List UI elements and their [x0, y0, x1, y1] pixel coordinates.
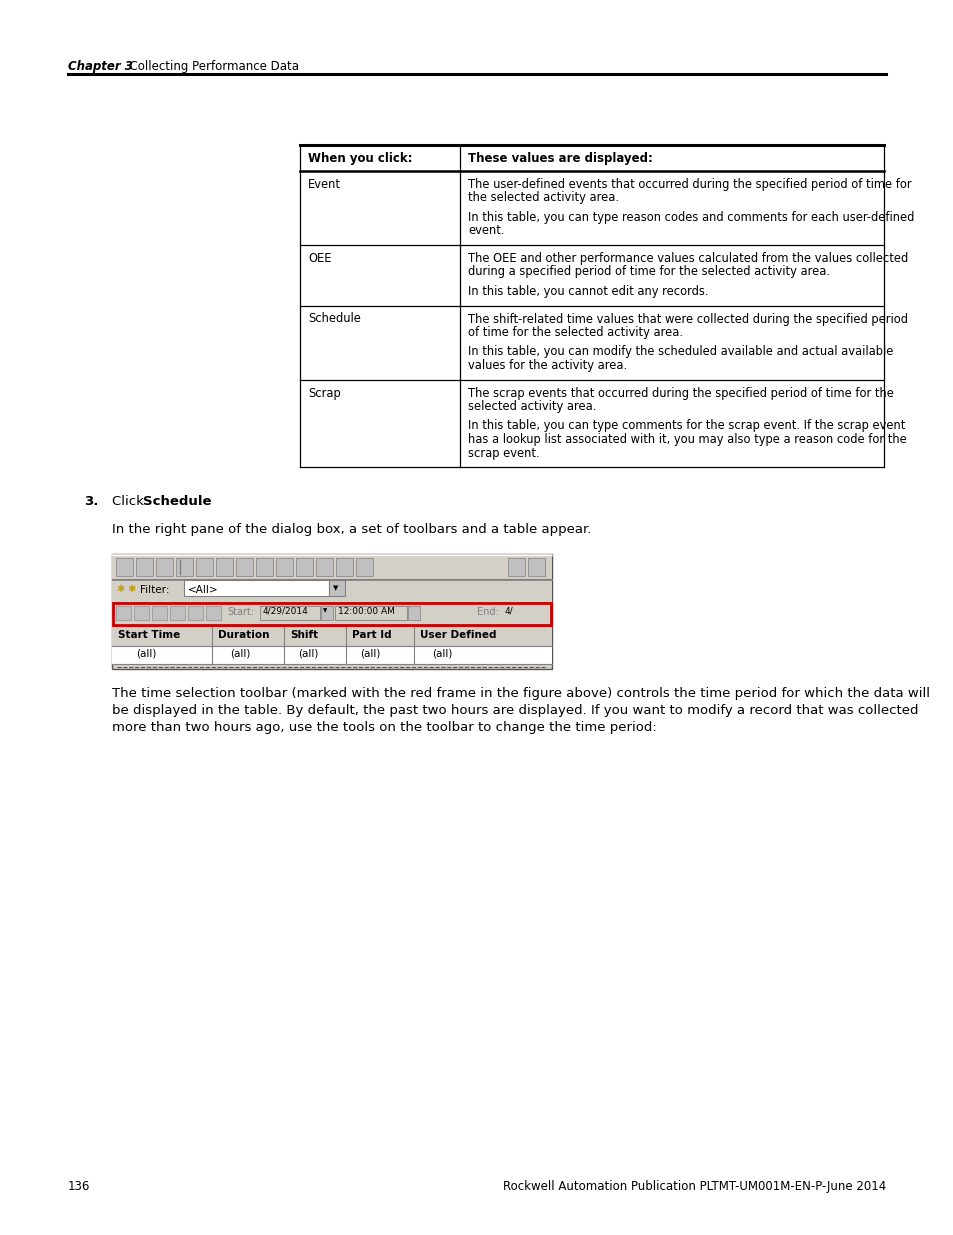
Bar — [112, 555, 552, 669]
Bar — [156, 558, 172, 576]
Text: 12:00:00 AM: 12:00:00 AM — [337, 606, 395, 616]
Text: <All>: <All> — [188, 585, 218, 595]
Text: In this table, you can type reason codes and comments for each user-defined: In this table, you can type reason codes… — [468, 211, 913, 224]
Bar — [112, 580, 552, 601]
Text: Filter:: Filter: — [140, 585, 170, 595]
Text: selected activity area.: selected activity area. — [468, 400, 596, 412]
Bar — [408, 606, 419, 620]
Bar — [355, 558, 373, 576]
Text: .: . — [199, 495, 203, 508]
Text: When you click:: When you click: — [308, 152, 412, 165]
Text: ▼: ▼ — [333, 585, 338, 592]
Text: more than two hours ago, use the tools on the toolbar to change the time period:: more than two hours ago, use the tools o… — [112, 721, 656, 734]
Bar — [507, 558, 524, 576]
Bar — [112, 646, 552, 664]
Text: Rockwell Automation Publication PLTMT-UM001M-EN-P-June 2014: Rockwell Automation Publication PLTMT-UM… — [502, 1179, 885, 1193]
Bar — [112, 601, 552, 626]
Text: In the right pane of the dialog box, a set of toolbars and a table appear.: In the right pane of the dialog box, a s… — [112, 522, 591, 536]
Text: In this table, you can type comments for the scrap event. If the scrap event: In this table, you can type comments for… — [468, 420, 904, 432]
Bar — [235, 558, 253, 576]
Text: Click: Click — [112, 495, 148, 508]
Text: The shift-related time values that were collected during the specified period: The shift-related time values that were … — [468, 312, 907, 326]
Text: event.: event. — [468, 225, 504, 237]
Bar — [116, 606, 131, 620]
Bar — [527, 558, 544, 576]
Text: ✱ ✱: ✱ ✱ — [117, 584, 136, 594]
Text: The scrap events that occurred during the specified period of time for the: The scrap events that occurred during th… — [468, 387, 893, 399]
Text: has a lookup list associated with it, you may also type a reason code for the: has a lookup list associated with it, yo… — [468, 433, 905, 446]
Text: Start:: Start: — [227, 606, 253, 618]
Bar — [206, 606, 221, 620]
Bar — [116, 558, 132, 576]
Text: during a specified period of time for the selected activity area.: during a specified period of time for th… — [468, 266, 829, 279]
Text: 3.: 3. — [84, 495, 98, 508]
Text: (all): (all) — [136, 650, 156, 659]
Text: Scrap: Scrap — [308, 387, 340, 399]
Text: (all): (all) — [230, 650, 250, 659]
Bar — [112, 603, 551, 625]
Bar — [255, 558, 273, 576]
Text: 4/29/2014: 4/29/2014 — [263, 606, 309, 616]
Bar — [152, 606, 167, 620]
Bar — [260, 606, 319, 620]
Bar — [184, 580, 329, 597]
Text: OEE: OEE — [308, 252, 331, 266]
Text: be displayed in the table. By default, the past two hours are displayed. If you : be displayed in the table. By default, t… — [112, 704, 918, 718]
Text: 4/: 4/ — [504, 606, 513, 616]
Text: ▼: ▼ — [323, 608, 327, 613]
Bar — [188, 606, 203, 620]
Bar — [335, 558, 353, 576]
Text: Chapter 3: Chapter 3 — [68, 61, 132, 73]
Bar — [215, 558, 233, 576]
Text: In this table, you cannot edit any records.: In this table, you cannot edit any recor… — [468, 285, 708, 298]
Bar — [175, 558, 193, 576]
Text: Event: Event — [308, 178, 340, 191]
Text: (all): (all) — [297, 650, 318, 659]
Text: (all): (all) — [432, 650, 452, 659]
Bar — [195, 558, 213, 576]
Text: End:: End: — [476, 606, 498, 618]
Bar — [320, 606, 333, 620]
Text: The OEE and other performance values calculated from the values collected: The OEE and other performance values cal… — [468, 252, 907, 266]
Text: (all): (all) — [359, 650, 380, 659]
Bar — [133, 606, 149, 620]
Bar — [275, 558, 293, 576]
Bar — [136, 558, 152, 576]
Text: User Defined: User Defined — [419, 630, 496, 640]
Bar — [112, 555, 552, 580]
Bar — [315, 558, 333, 576]
Bar — [295, 558, 313, 576]
Bar — [170, 606, 185, 620]
Text: Collecting Performance Data: Collecting Performance Data — [122, 61, 298, 73]
Text: Start Time: Start Time — [118, 630, 180, 640]
Text: 136: 136 — [68, 1179, 91, 1193]
Text: Schedule: Schedule — [308, 312, 360, 326]
Text: the selected activity area.: the selected activity area. — [468, 191, 618, 205]
Text: Schedule: Schedule — [143, 495, 212, 508]
Text: values for the activity area.: values for the activity area. — [468, 359, 626, 372]
Text: Shift: Shift — [290, 630, 317, 640]
Text: The user-defined events that occurred during the specified period of time for: The user-defined events that occurred du… — [468, 178, 911, 191]
Bar — [112, 626, 552, 646]
Bar — [329, 580, 345, 597]
Bar — [335, 606, 407, 620]
Text: Duration: Duration — [218, 630, 269, 640]
Text: The time selection toolbar (marked with the red frame in the figure above) contr: The time selection toolbar (marked with … — [112, 687, 929, 700]
Text: In this table, you can modify the scheduled available and actual available: In this table, you can modify the schedu… — [468, 346, 892, 358]
Text: of time for the selected activity area.: of time for the selected activity area. — [468, 326, 682, 338]
Text: scrap event.: scrap event. — [468, 447, 539, 459]
Text: These values are displayed:: These values are displayed: — [468, 152, 652, 165]
Text: Part Id: Part Id — [352, 630, 392, 640]
